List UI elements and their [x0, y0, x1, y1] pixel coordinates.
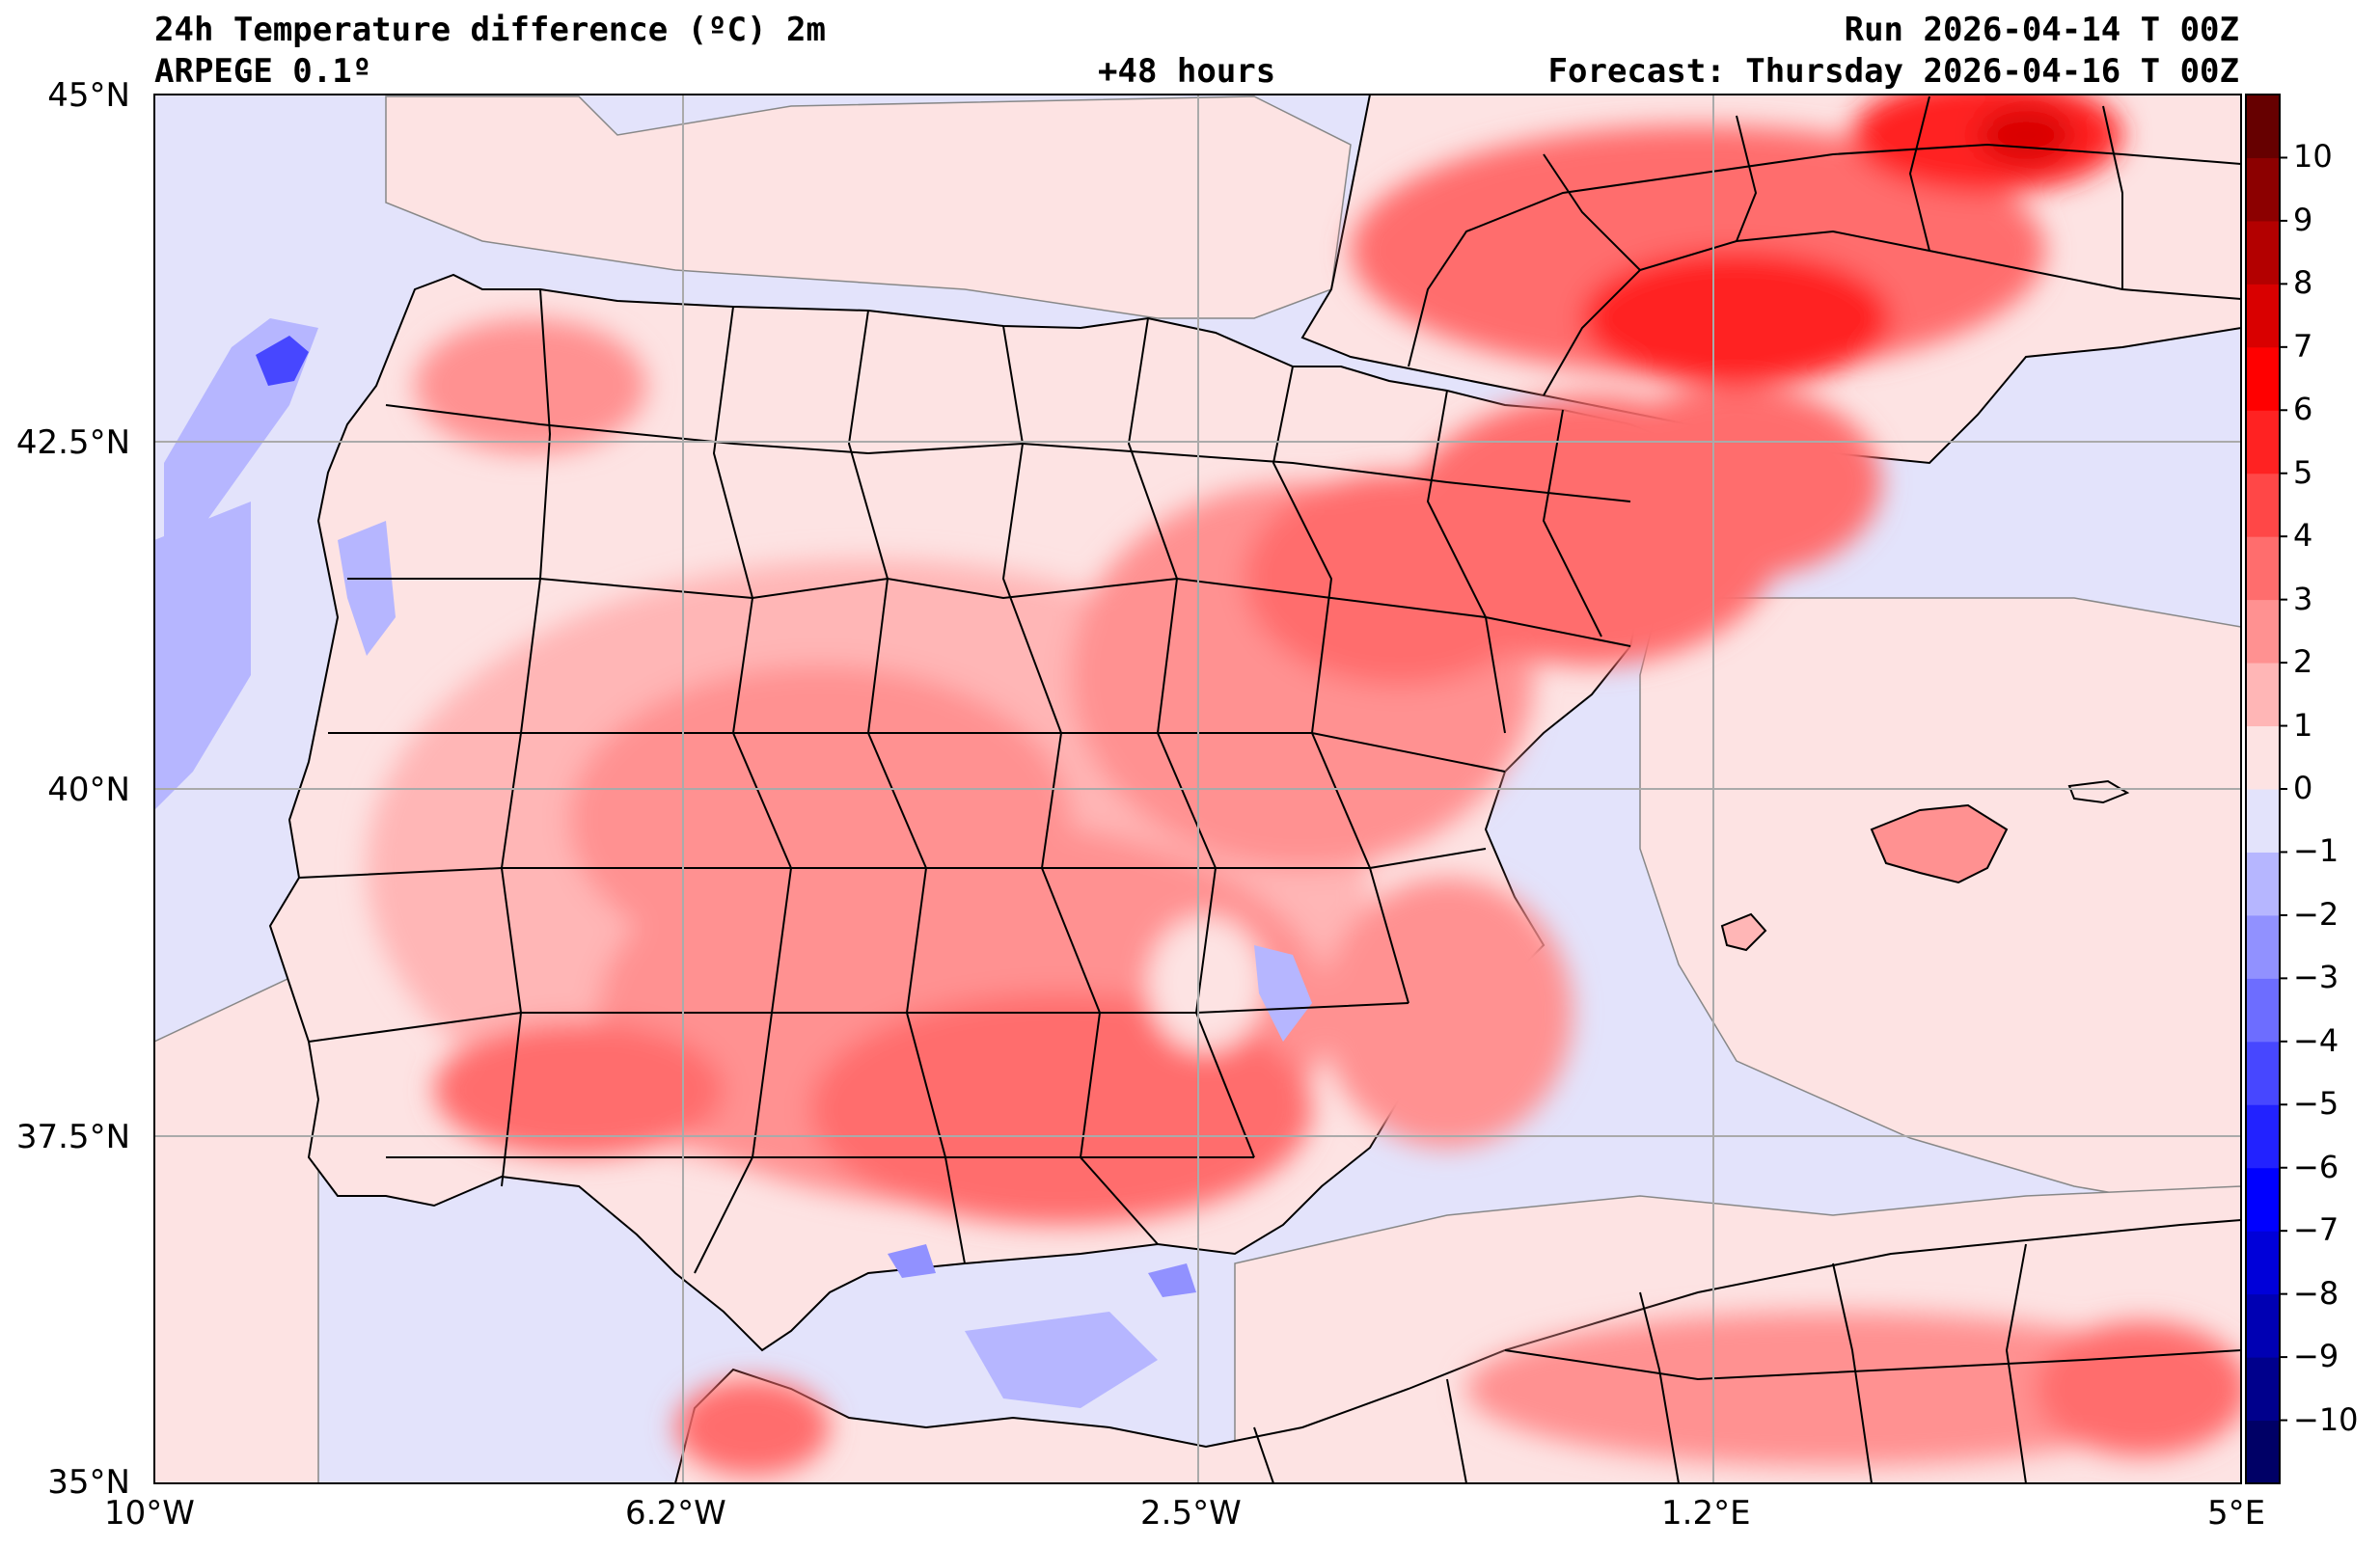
colorbar-tick-label: 3	[2293, 580, 2313, 617]
run-label: Run 2026-04-14 T 00Z	[1844, 11, 2239, 49]
lead-time-label: +48 hours	[1098, 52, 1276, 91]
colorbar-tick-label: −5	[2293, 1085, 2339, 1123]
colorbar-segment	[2246, 978, 2280, 1043]
colorbar-segment	[2246, 914, 2280, 979]
lon-tick-5e: 5°E	[2207, 1494, 2266, 1533]
colorbar-segment	[2246, 410, 2280, 475]
colorbar-tick-label: 8	[2293, 264, 2313, 302]
colorbar-segment	[2246, 663, 2280, 727]
colorbar-tick-label: −4	[2293, 1021, 2339, 1059]
colorbar-tick-label: −6	[2293, 1148, 2339, 1185]
colorbar-segment	[2246, 1167, 2280, 1232]
colorbar-segment	[2246, 473, 2280, 537]
colorbar-segment	[2246, 1231, 2280, 1295]
colorbar-segment	[2246, 599, 2280, 664]
colorbar-segment	[2246, 1357, 2280, 1422]
lat-tick-45: 45°N	[47, 76, 130, 115]
colorbar-segment	[2246, 220, 2280, 285]
colorbar-tick-label: −1	[2293, 832, 2339, 870]
model-label: ARPEGE 0.1º	[154, 52, 372, 91]
colorbar-segment	[2246, 95, 2280, 158]
mallorca-island	[1870, 803, 2009, 884]
colorbar-tick-label: −10	[2293, 1400, 2359, 1438]
province-borders	[298, 95, 2241, 1483]
lon-tick-2-5w: 2.5°W	[1140, 1494, 1242, 1533]
colorbar	[2245, 94, 2287, 1484]
colorbar-segment	[2246, 852, 2280, 916]
map-frame	[153, 94, 2242, 1484]
graticule	[154, 95, 2241, 1483]
colorbar-tick-label: 6	[2293, 391, 2313, 428]
colorbar-tick-label: 1	[2293, 706, 2313, 744]
lon-tick-6-2w: 6.2°W	[625, 1494, 726, 1533]
colorbar-tick-label: −2	[2293, 895, 2339, 933]
lat-tick-37-5: 37.5°N	[15, 1118, 130, 1156]
colorbar-segment	[2246, 1293, 2280, 1358]
forecast-label: Forecast: Thursday 2026-04-16 T 00Z	[1547, 52, 2239, 91]
sea-warm-med-east	[1639, 597, 2241, 1216]
lon-tick-1-2e: 1.2°E	[1661, 1494, 1751, 1533]
colorbar-segment	[2246, 725, 2280, 790]
colorbar-tick-label: 9	[2293, 201, 2313, 238]
colorbar-tick-label: −8	[2293, 1274, 2339, 1312]
colorbar-tick-label: −7	[2293, 1211, 2339, 1249]
colorbar-segment	[2246, 789, 2280, 853]
colorbar-segment	[2246, 1420, 2280, 1484]
colorbar-segment	[2246, 157, 2280, 222]
map-title: 24h Temperature difference (ºC) 2m	[154, 11, 826, 49]
lat-tick-40: 40°N	[47, 771, 130, 809]
lat-tick-35: 35°N	[47, 1463, 130, 1502]
colorbar-tick-label: 7	[2293, 327, 2313, 365]
sea-warm-biscay	[385, 95, 1352, 319]
colorbar-segment	[2246, 346, 2280, 411]
cold-patches	[154, 318, 1312, 1408]
colorbar-segment	[2246, 284, 2280, 348]
lon-tick-10w: 10°W	[104, 1494, 195, 1533]
colorbar-tick-label: −9	[2293, 1338, 2339, 1375]
colorbar-segment	[2246, 1041, 2280, 1105]
colorbar-segment	[2246, 536, 2280, 601]
ibiza-island	[1720, 912, 1767, 952]
colorbar-tick-label: −3	[2293, 959, 2339, 996]
colorbar-tick-label: 5	[2293, 453, 2313, 491]
colorbar-tick-label: 10	[2293, 138, 2333, 176]
sea-warm-atlantic	[154, 963, 319, 1483]
lat-tick-42-5: 42.5°N	[15, 423, 130, 462]
colorbar-segment	[2246, 1104, 2280, 1169]
colorbar-tick-label: 0	[2293, 770, 2313, 806]
colorbar-tick-label: 4	[2293, 517, 2313, 555]
colorbar-tick-label: 2	[2293, 643, 2313, 681]
menorca-island	[2067, 779, 2130, 804]
